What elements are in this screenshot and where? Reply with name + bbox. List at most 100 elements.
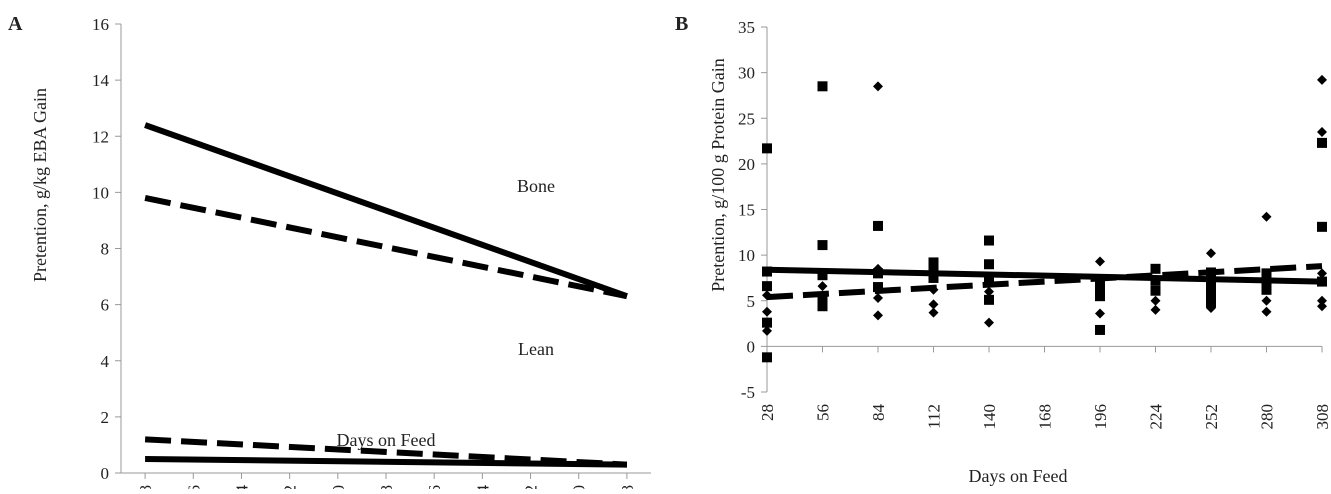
annotation-lean: Lean <box>518 339 554 359</box>
panel-a-y-tick-label: 12 <box>92 127 109 146</box>
data-point-square <box>1150 285 1161 296</box>
data-point-square <box>1095 291 1105 302</box>
data-point-square <box>873 282 883 293</box>
panel-b-x-tick-label: 280 <box>1258 404 1277 430</box>
data-point-diamond <box>762 325 772 336</box>
panel-a-bone-solid-line <box>144 122 628 300</box>
panel-a-bone-dashed-line <box>144 195 628 300</box>
panel-a-x-tick-label: 28 <box>136 485 155 489</box>
data-point-diamond <box>817 295 828 306</box>
data-point-diamond <box>1317 74 1327 85</box>
data-point-diamond <box>1261 306 1272 317</box>
data-point-square <box>817 240 828 251</box>
data-point-square <box>1150 263 1161 274</box>
panel-b-x-tick-label: 112 <box>925 404 944 429</box>
panel-b-x-tick-label: 140 <box>980 404 999 430</box>
data-point-diamond <box>873 310 883 321</box>
panel-a-y-axis-title: Pretention, g/kg EBA Gain <box>30 88 50 282</box>
panel-a-x-tick-label: 168 <box>377 485 396 489</box>
panel-b-y-tick-label: 15 <box>738 201 755 220</box>
panel-a-x-tick-label: 224 <box>473 485 492 490</box>
data-point-diamond <box>1150 295 1161 306</box>
data-point-square <box>817 270 828 281</box>
data-point-square <box>762 352 772 363</box>
data-point-square <box>1317 137 1327 148</box>
panel-a-y-tick-label: 16 <box>92 15 109 34</box>
panel-b-x-tick-label: 56 <box>814 404 833 421</box>
panel-a-x-tick-label: 280 <box>570 485 589 489</box>
data-point-square <box>928 257 939 268</box>
panel-a-x-tick-label: 196 <box>425 485 444 489</box>
panel-a-x-axis-title: Days on Feed <box>337 430 436 450</box>
panel-a-y-tick-label: 4 <box>101 352 110 371</box>
data-point-diamond <box>1261 295 1272 306</box>
panel-b-y-tick-label: 35 <box>738 18 755 37</box>
panel-b-y-tick-label: 30 <box>738 64 755 83</box>
data-point-diamond <box>1206 303 1216 314</box>
data-point-square <box>1095 324 1105 335</box>
data-point-diamond <box>1095 308 1105 319</box>
panel-a-lean-dashed-line <box>144 436 628 468</box>
data-point-diamond <box>1261 211 1272 222</box>
panel-a-x-tick-label: 112 <box>281 485 300 489</box>
panel-b-x-tick-label: 252 <box>1202 404 1221 430</box>
data-point-diamond <box>873 293 883 304</box>
panel-b-y-tick-label: 0 <box>747 337 756 356</box>
data-point-square <box>1206 297 1216 308</box>
panel-a-x-tick-label: 308 <box>618 485 637 489</box>
panel-a-x-tick-label: 252 <box>522 485 541 489</box>
data-point-diamond <box>873 81 883 92</box>
panel-b-x-tick-label: 168 <box>1036 404 1055 430</box>
panel-b-x-tick-label: 84 <box>869 404 888 422</box>
panel-b-dashed-trend-line <box>766 263 1323 301</box>
data-point-diamond <box>1095 256 1105 267</box>
panel-b-x-tick-label: 196 <box>1091 404 1110 430</box>
panel-a-y-tick-label: 10 <box>92 183 109 202</box>
data-point-square <box>984 259 994 270</box>
data-point-square <box>1261 284 1272 295</box>
data-point-diamond <box>1206 248 1216 259</box>
panel-b-y-axis-title: Pretention, g/100 g Protein Gain <box>708 58 728 291</box>
panel-a-y-tick-label: 8 <box>101 240 110 259</box>
data-point-square <box>762 281 772 292</box>
panel-b-label: B <box>675 13 688 35</box>
panel-b-y-tick-label: 25 <box>738 109 755 128</box>
data-point-square <box>928 272 939 283</box>
data-point-square <box>984 294 994 305</box>
data-point-diamond <box>817 281 828 292</box>
data-point-diamond <box>1317 301 1327 312</box>
panel-a-y-tick-label: 6 <box>101 296 110 315</box>
data-point-diamond <box>1150 304 1161 315</box>
panel-b-x-tick-label: 224 <box>1147 404 1166 430</box>
panel-b-y-tick-label: 20 <box>738 155 755 174</box>
panel-a-label: A <box>8 13 23 35</box>
annotation-bone: Bone <box>517 176 555 196</box>
panel-b-y-tick-label: 5 <box>747 292 756 311</box>
data-point-diamond <box>928 299 939 310</box>
panel-b: B Pretention, g/100 g Protein Gain Days … <box>675 13 1331 486</box>
panel-b-y-tick-label: -5 <box>741 383 755 402</box>
panel-a-lean-solid-line <box>145 455 627 468</box>
panel-a-y-tick-label: 2 <box>101 408 110 427</box>
panel-a-x-tick-label: 56 <box>184 485 203 489</box>
data-point-square <box>762 143 772 154</box>
panel-b-x-tick-label: 308 <box>1313 404 1331 430</box>
data-point-diamond <box>762 306 772 317</box>
panel-a-x-tick-label: 84 <box>232 485 251 490</box>
data-point-square <box>817 301 828 312</box>
data-point-diamond <box>1317 268 1327 279</box>
data-point-square <box>984 235 994 246</box>
data-point-square <box>1206 282 1216 293</box>
data-point-diamond <box>984 317 994 328</box>
panel-a-y-tick-label: 0 <box>101 464 110 483</box>
data-point-diamond <box>984 286 994 297</box>
data-point-diamond <box>1317 126 1327 137</box>
data-point-square <box>1317 221 1327 232</box>
data-point-diamond <box>1095 282 1105 293</box>
data-point-square <box>762 317 772 328</box>
panel-a-x-tick-label: 140 <box>329 485 348 489</box>
data-point-square <box>1206 290 1216 301</box>
data-point-square <box>873 220 883 231</box>
